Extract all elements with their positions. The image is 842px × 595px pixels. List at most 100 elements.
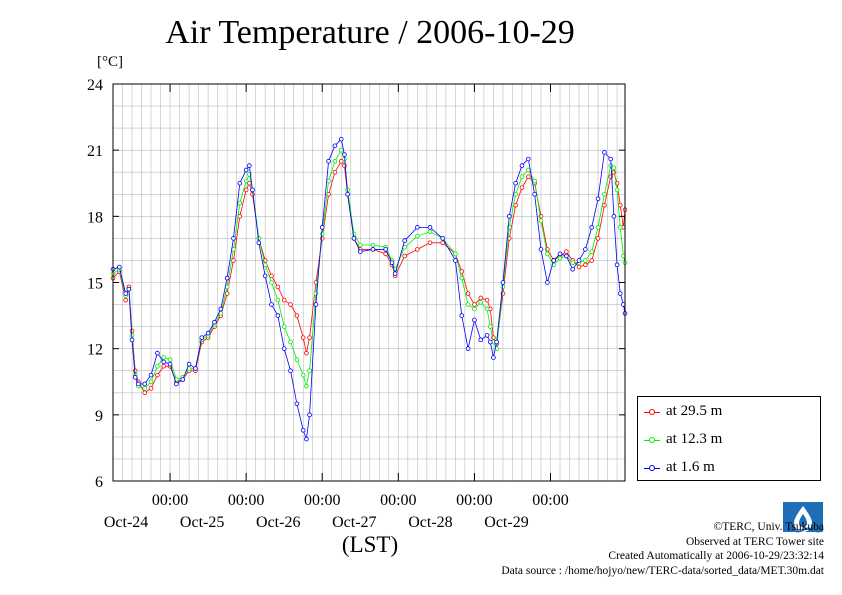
data-point [338,158,344,164]
data-point [281,297,287,303]
data-point [351,236,357,241]
data-point [243,167,249,173]
data-point [513,191,518,197]
x-tick-date: Oct-27 [332,514,376,531]
legend-item-1-6m: at 1.6 m [644,459,819,479]
data-point [583,258,588,263]
data-point [459,275,465,281]
data-point [180,377,186,382]
data-point [519,174,525,179]
data-point [602,191,607,197]
data-point [532,178,537,184]
data-point [484,306,490,312]
data-point [472,306,477,312]
data-point [576,264,582,270]
data-point [275,284,281,290]
data-point [300,427,306,433]
y-tick-label: 15 [87,276,103,293]
x-tick-time: 00:00 [228,492,264,509]
observed-text: Observed at TERC Tower site [685,535,824,548]
data-point [212,319,217,325]
x-tick-time: 00:00 [304,492,340,509]
x-tick-date: Oct-28 [408,514,452,531]
data-point [155,350,160,356]
data-point [319,225,325,230]
data-point [427,240,433,246]
data-point [472,302,477,307]
data-point [557,251,563,257]
data-point [326,158,331,164]
data-point [440,240,446,246]
data-point [117,264,122,270]
data-point [519,163,525,168]
data-point [465,346,471,351]
data-point [570,260,575,265]
y-unit-label: [°C] [97,54,123,70]
data-point [237,180,243,186]
legend-label: at 1.6 m [666,459,715,475]
data-point [148,379,154,385]
data-point [307,335,312,340]
x-tick-date: Oct-26 [256,514,300,531]
data-point [250,187,255,193]
data-point [538,218,544,224]
data-point [275,297,281,303]
data-point [357,249,363,254]
data-point [205,330,211,336]
x-axis-label: (LST) [341,532,399,557]
data-point [484,297,490,303]
data-point [589,225,595,230]
terc-logo-icon [783,502,823,540]
data-point [319,231,325,237]
data-point [440,236,446,241]
source-text: Data source : /home/hojyo/new/TERC-data/… [501,564,824,577]
x-tick-time: 00:00 [532,492,568,509]
x-tick-time: 00:00 [152,492,188,509]
data-point [427,229,433,235]
data-point [332,143,338,149]
data-point [506,214,512,219]
x-tick-date: Oct-24 [104,514,148,531]
data-point [155,364,160,369]
data-point [247,163,252,168]
data-point [262,273,268,279]
data-point [402,238,407,243]
data-point [602,150,607,155]
data-point [595,225,601,230]
data-point [338,147,344,153]
data-point [526,167,531,173]
data-point [487,324,493,329]
legend: at 29.5 m at 12.3 m at 1.6 m [637,396,821,481]
credits-block: ©TERC, Univ. Tsukuba Observed at TERC To… [501,520,824,578]
data-point [300,372,306,378]
data-point [342,152,347,157]
data-point [123,291,128,296]
data-point [427,225,433,230]
created-text: Created Automatically at 2006-10-29/23:3… [608,550,824,562]
x-tick-date: Oct-29 [484,514,528,531]
data-point [304,383,309,389]
data-point [491,355,496,360]
data-point [174,381,179,387]
legend-item-29-5m: at 29.5 m [644,403,819,423]
data-point [494,339,499,345]
data-point [148,386,154,391]
data-point [589,258,595,263]
data-point [126,286,132,292]
data-point [389,260,395,265]
data-point [161,364,167,369]
data-point [294,313,300,318]
data-point [132,375,138,380]
data-point [526,156,531,162]
data-point [551,258,556,263]
data-point [538,247,544,252]
data-point [487,339,493,345]
data-point [564,249,569,254]
data-point [617,225,623,230]
data-point [484,333,490,338]
data-point [231,236,236,241]
data-point [304,350,309,356]
data-point [472,317,477,323]
data-point [148,372,154,378]
